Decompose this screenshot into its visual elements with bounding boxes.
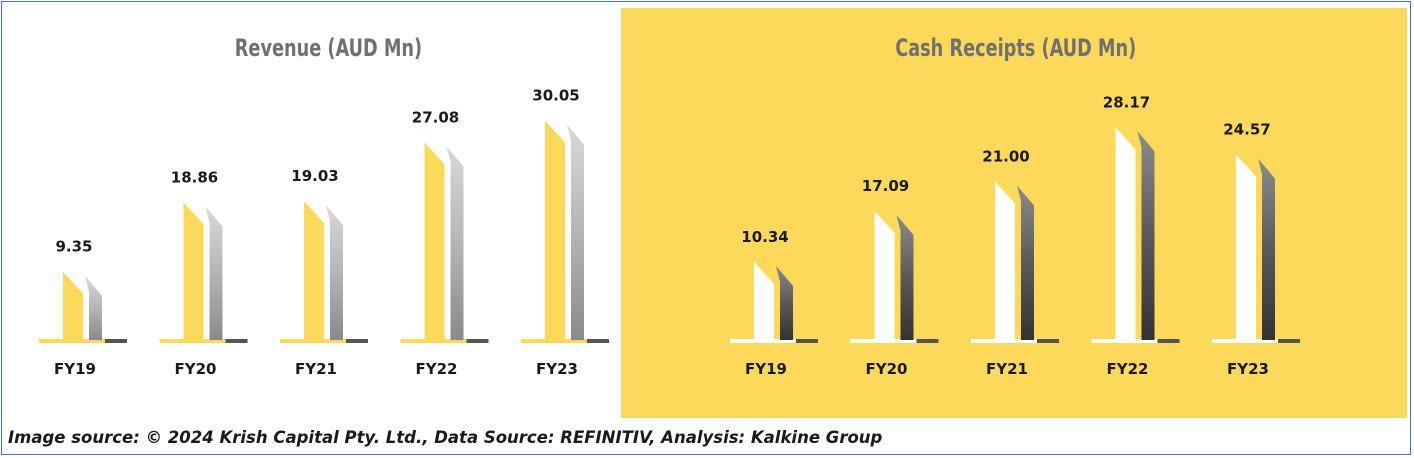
- revenue-baseline-shadow-2: [346, 339, 368, 343]
- revenue-bar-shade-3: [446, 146, 464, 340]
- revenue-bar-shade-4: [567, 124, 584, 340]
- cash-receipts-bar-0: [754, 261, 774, 340]
- cash-receipts-value-label-4: 24.57: [1223, 120, 1270, 138]
- cash-receipts-baseline-shadow-2: [1037, 339, 1059, 343]
- cash-receipts-category-label-2: FY21: [986, 360, 1028, 378]
- revenue-bar-shade-2: [326, 205, 343, 340]
- cash-receipts-chart-title: Cash Receipts (AUD Mn): [895, 34, 1137, 62]
- cash-receipts-value-label-0: 10.34: [741, 228, 788, 246]
- cash-receipts-bar-shade-0: [776, 265, 793, 340]
- revenue-category-label-1: FY20: [175, 360, 217, 378]
- revenue-baseline-shadow-3: [466, 339, 489, 343]
- revenue-value-label-2: 19.03: [291, 167, 338, 185]
- cash-receipts-bar-3: [1115, 127, 1136, 340]
- revenue-baseline-0: [39, 339, 105, 343]
- cash-receipts-category-label-1: FY20: [866, 360, 908, 378]
- cash-receipts-baseline-shadow-0: [796, 339, 818, 343]
- revenue-bar-4: [545, 120, 565, 340]
- cash-receipts-category-label-3: FY22: [1107, 360, 1149, 378]
- revenue-chart-title: Revenue (AUD Mn): [234, 34, 423, 62]
- cash-receipts-baseline-3: [1091, 339, 1158, 343]
- cash-receipts-baseline-shadow-1: [916, 339, 939, 343]
- cash-receipts-bar-1: [874, 210, 895, 340]
- cash-receipts-category-label-0: FY19: [745, 360, 787, 378]
- revenue-baseline-2: [280, 339, 346, 343]
- cash-receipts-baseline-4: [1212, 339, 1278, 343]
- cash-receipts-baseline-shadow-4: [1278, 339, 1300, 343]
- revenue-baseline-shadow-4: [587, 339, 609, 343]
- cash-receipts-bar-2: [995, 181, 1015, 340]
- revenue-value-label-0: 9.35: [55, 238, 92, 256]
- revenue-category-label-3: FY22: [416, 360, 458, 378]
- revenue-value-label-3: 27.08: [412, 108, 459, 126]
- revenue-category-label-0: FY19: [54, 360, 96, 378]
- cash-receipts-category-label-4: FY23: [1227, 360, 1269, 378]
- revenue-baseline-4: [521, 339, 587, 343]
- cash-receipts-bar-shade-4: [1258, 158, 1275, 340]
- cash-receipts-bar-4: [1236, 154, 1256, 340]
- revenue-bar-2: [304, 201, 324, 340]
- cash-receipts-value-label-3: 28.17: [1103, 93, 1150, 111]
- cash-receipts-baseline-2: [971, 339, 1037, 343]
- cash-receipts-baseline-1: [850, 339, 917, 343]
- revenue-bar-1: [183, 202, 204, 340]
- cash-receipts-value-label-2: 21.00: [982, 147, 1029, 165]
- revenue-category-label-4: FY23: [536, 360, 578, 378]
- revenue-value-label-4: 30.05: [532, 87, 579, 105]
- revenue-bar-shade-1: [205, 206, 223, 340]
- revenue-baseline-3: [400, 339, 467, 343]
- revenue-bar-3: [424, 142, 445, 340]
- cash-receipts-bar-shade-3: [1137, 131, 1155, 340]
- revenue-bar-shade-0: [85, 275, 102, 340]
- cash-receipts-baseline-0: [730, 339, 796, 343]
- revenue-category-label-2: FY21: [295, 360, 337, 378]
- cash-receipts-bar-shade-1: [896, 214, 914, 340]
- revenue-baseline-1: [159, 339, 226, 343]
- revenue-value-label-1: 18.86: [171, 168, 218, 186]
- source-note: Image source: © 2024 Krish Capital Pty. …: [8, 428, 883, 447]
- cash-receipts-value-label-1: 17.09: [862, 177, 909, 195]
- revenue-bar-0: [63, 271, 83, 340]
- revenue-baseline-shadow-1: [225, 339, 248, 343]
- revenue-baseline-shadow-0: [105, 339, 127, 343]
- cash-receipts-bar-shade-2: [1017, 185, 1034, 340]
- cash-receipts-baseline-shadow-3: [1157, 339, 1180, 343]
